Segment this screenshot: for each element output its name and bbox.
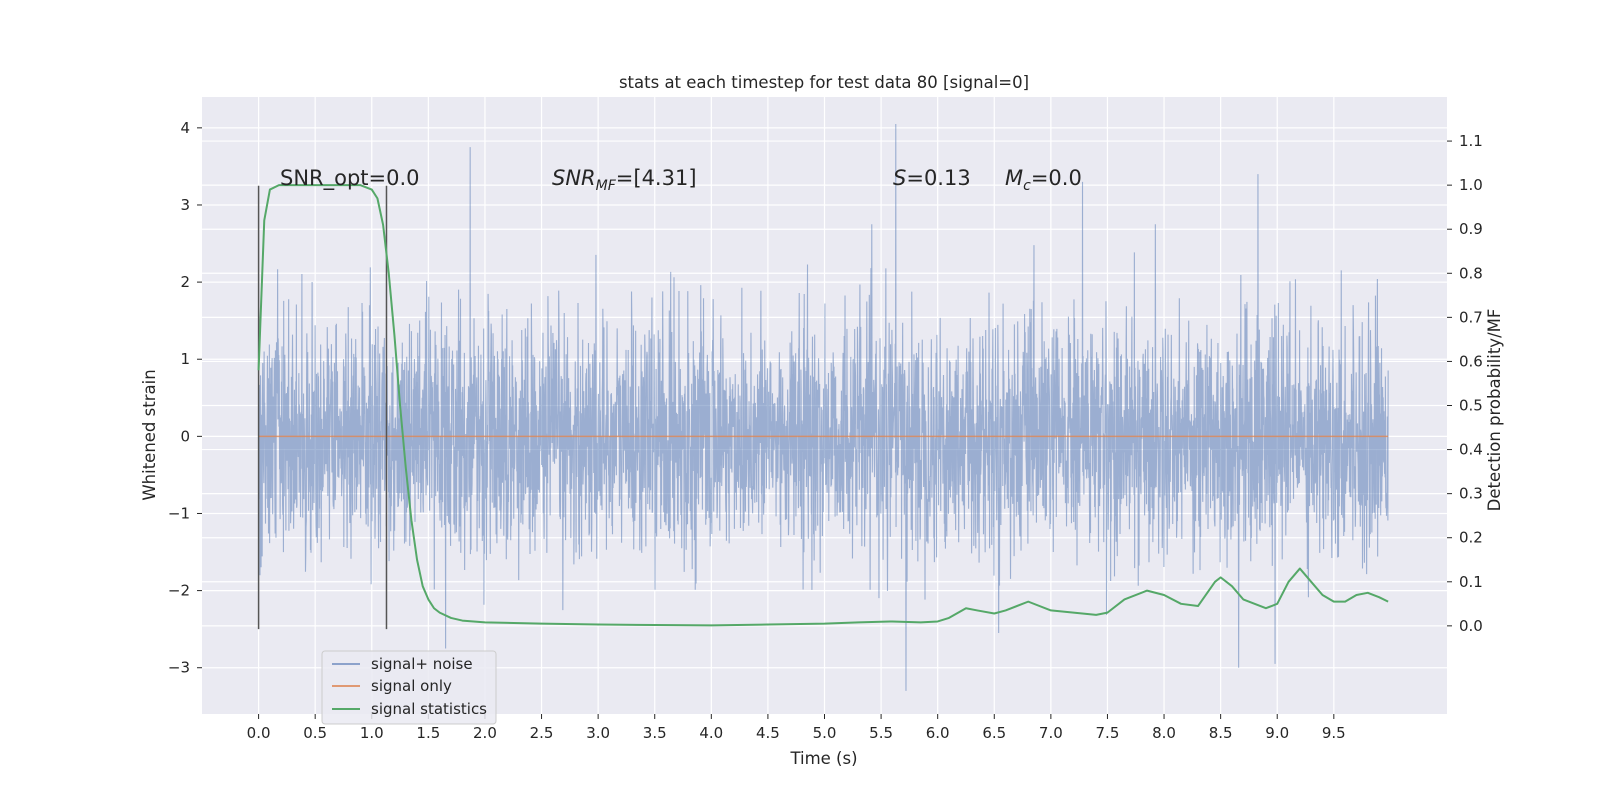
legend-label-signal-statistics: signal statistics [371,700,487,718]
y2-tick-label: 0.5 [1459,397,1483,415]
legend-label-signal-noise: signal+ noise [371,655,473,673]
annotation-s-value: =0.13 [906,166,970,190]
x-tick-label: 4.5 [756,724,780,742]
y-tick-label: 2 [180,273,190,291]
x-tick-label: 7.0 [1039,724,1063,742]
y2-tick-label: 0.2 [1459,529,1483,547]
signal-noise-line [258,123,1389,691]
signal-statistics-line [257,184,1389,627]
y2-axis-ticks: 0.0 0.1 0.2 0.3 0.4 0.5 0.6 0.7 0.8 0.9 1.0 1.1 [1447,132,1483,635]
x-axis-ticks: 0.0 0.5 1.0 1.5 2.0 2.5 3.0 3.5 4.0 4.5 5.0 5.5 6.0 6… [247,714,1346,742]
y2-tick-label: 0.0 [1459,617,1483,635]
annotation-snr-mf-subscript: MF [596,178,617,194]
y-axis-ticks: −3 −2 −1 0 1 2 3 4 [168,119,202,677]
y-tick-label: −1 [168,504,190,522]
x-tick-label: 8.5 [1209,724,1233,742]
y2-tick-label: 0.6 [1459,352,1483,370]
x-tick-label: 0.5 [303,724,327,742]
y-axis-label: Whitened strain [140,369,159,500]
x-tick-label: 2.5 [530,724,554,742]
chart-title: stats at each timestep for test data 80 … [619,73,1029,92]
x-tick-label: 5.0 [813,724,837,742]
y-tick-label: 0 [180,427,190,445]
annotation-s-symbol: S [893,166,906,190]
y2-tick-label: 0.1 [1459,573,1483,591]
y-tick-label: 4 [180,119,190,137]
x-tick-label: 0.0 [247,724,271,742]
y2-tick-label: 1.0 [1459,176,1483,194]
annotation-snr-mf-symbol: SNR [552,166,596,190]
y2-tick-label: 0.4 [1459,441,1483,459]
y2-tick-label: 0.9 [1459,220,1483,238]
annotation-snr-mf: SNRMF=[4.31] [552,166,697,194]
y2-tick-label: 0.7 [1459,308,1483,326]
x-tick-label: 5.5 [869,724,893,742]
x-tick-label: 7.5 [1096,724,1120,742]
y-tick-label: 1 [180,350,190,368]
annotation-mc: Mc=0.0 [1005,166,1082,194]
x-axis-label: Time (s) [789,749,857,768]
annotation-snr-mf-value: =[4.31] [616,166,697,190]
legend: signal+ noise signal only signal statist… [321,650,497,725]
y-tick-label: −2 [168,582,190,600]
legend-label-signal-only: signal only [371,677,452,695]
y-tick-label: −3 [168,659,190,677]
x-tick-label: 9.5 [1322,724,1346,742]
annotation-mc-symbol: M [1005,166,1023,190]
x-tick-label: 3.0 [586,724,610,742]
x-tick-label: 4.0 [699,724,723,742]
annotation-mc-value: =0.0 [1031,166,1082,190]
x-tick-label: 2.0 [473,724,497,742]
signal-noise-series [258,123,1389,691]
annotation-snr-opt: SNR_opt=0.0 [280,166,420,191]
x-tick-label: 6.0 [926,724,950,742]
legend-box [321,650,497,725]
y2-tick-label: 0.8 [1459,264,1483,282]
x-tick-label: 6.5 [982,724,1006,742]
y2-tick-label: 0.3 [1459,485,1483,503]
x-tick-label: 8.0 [1152,724,1176,742]
y2-axis-label: Detection probability/MF [1485,309,1504,512]
y2-tick-label: 1.1 [1459,132,1483,150]
annotation-s: S=0.13 [893,166,971,190]
signal-statistics-series [257,184,1389,627]
x-tick-label: 1.5 [416,724,440,742]
x-tick-label: 3.5 [643,724,667,742]
x-tick-label: 1.0 [360,724,384,742]
x-tick-label: 9.0 [1265,724,1289,742]
y-tick-label: 3 [180,196,190,214]
annotation-mc-subscript: c [1023,178,1031,194]
